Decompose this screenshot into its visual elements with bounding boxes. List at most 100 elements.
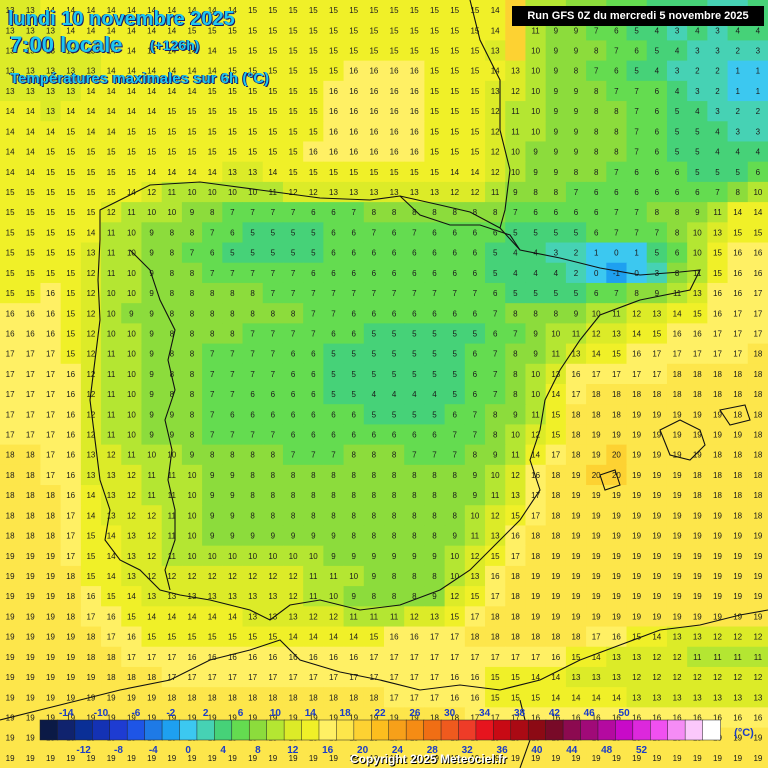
temperature-value: 6 bbox=[574, 208, 579, 217]
temperature-value: 18 bbox=[511, 612, 520, 621]
temperature-value: 5 bbox=[574, 228, 579, 237]
temperature-cell bbox=[323, 141, 345, 163]
temperature-value: 19 bbox=[733, 754, 742, 763]
temperature-cell bbox=[222, 202, 244, 223]
temperature-cell bbox=[262, 0, 284, 21]
temperature-value: 7 bbox=[250, 330, 255, 339]
temperature-value: 6 bbox=[675, 249, 680, 258]
temperature-value: 15 bbox=[430, 107, 439, 116]
temperature-cell bbox=[666, 424, 688, 446]
temperature-value: 10 bbox=[511, 168, 520, 177]
temperature-value: 12 bbox=[329, 612, 338, 621]
temperature-cell bbox=[747, 222, 768, 244]
temperature-value: 19 bbox=[127, 754, 136, 763]
temperature-cell bbox=[181, 545, 203, 567]
temperature-cell bbox=[565, 303, 587, 324]
temperature-cell bbox=[727, 343, 749, 365]
temperature-cell bbox=[60, 40, 82, 62]
temperature-value: 5 bbox=[655, 47, 660, 56]
temperature-value: 11 bbox=[147, 471, 156, 480]
temperature-value: 15 bbox=[430, 168, 439, 177]
temperature-cell bbox=[505, 121, 527, 143]
temperature-value: 16 bbox=[470, 693, 479, 702]
temperature-cell bbox=[262, 464, 284, 486]
temperature-value: 19 bbox=[349, 734, 358, 743]
temperature-cell bbox=[707, 80, 729, 102]
temperature-value: 17 bbox=[693, 350, 702, 359]
temperature-value: 19 bbox=[6, 673, 15, 682]
temperature-cell bbox=[464, 40, 486, 62]
temperature-cell bbox=[646, 141, 668, 163]
temperature-value: 6 bbox=[331, 208, 336, 217]
temperature-cell bbox=[262, 121, 284, 143]
temperature-cell bbox=[424, 424, 446, 446]
temperature-value: 4 bbox=[735, 148, 740, 157]
temperature-value: 6 bbox=[634, 168, 639, 177]
temperature-cell bbox=[545, 424, 567, 446]
temperature-value: 17 bbox=[733, 309, 742, 318]
temperature-value: 6 bbox=[493, 289, 498, 298]
temperature-value: 14 bbox=[26, 127, 35, 136]
temperature-cell bbox=[363, 303, 385, 324]
temperature-value: 13 bbox=[592, 673, 601, 682]
temperature-cell bbox=[606, 363, 628, 385]
temperature-cell bbox=[464, 181, 486, 203]
temperature-value: 19 bbox=[713, 511, 722, 520]
temperature-cell bbox=[646, 60, 668, 82]
temperature-cell bbox=[606, 545, 628, 567]
temperature-cell bbox=[242, 20, 264, 42]
temperature-cell bbox=[40, 80, 62, 102]
temperature-value: 19 bbox=[531, 734, 540, 743]
temperature-value: 6 bbox=[432, 269, 437, 278]
temperature-value: 17 bbox=[511, 552, 520, 561]
temperature-cell bbox=[181, 161, 203, 183]
temperature-value: 10 bbox=[147, 208, 156, 217]
temperature-cell bbox=[606, 485, 628, 506]
temperature-cell bbox=[646, 181, 668, 203]
temperature-cell bbox=[242, 545, 264, 567]
temperature-value: 17 bbox=[369, 673, 378, 682]
temperature-value: 8 bbox=[412, 491, 417, 500]
temperature-cell bbox=[242, 282, 264, 304]
temperature-cell bbox=[485, 343, 506, 365]
temperature-cell bbox=[727, 505, 749, 527]
temperature-cell bbox=[80, 222, 102, 244]
temperature-cell bbox=[384, 282, 405, 304]
temperature-value: 13 bbox=[753, 693, 762, 702]
temperature-value: 3 bbox=[715, 26, 720, 35]
temperature-value: 18 bbox=[733, 390, 742, 399]
temperature-cell bbox=[545, 303, 567, 324]
temperature-cell bbox=[565, 505, 587, 527]
temperature-cell bbox=[565, 181, 587, 203]
temperature-value: 16 bbox=[329, 127, 338, 136]
temperature-value: 12 bbox=[188, 572, 197, 581]
temperature-value: 7 bbox=[372, 289, 377, 298]
temperature-value: 16 bbox=[450, 693, 459, 702]
temperature-cell bbox=[384, 161, 405, 183]
temperature-cell bbox=[666, 343, 688, 365]
temperature-cell bbox=[101, 363, 122, 385]
temperature-cell bbox=[747, 60, 768, 82]
temperature-value: 8 bbox=[513, 390, 518, 399]
temperature-cell bbox=[343, 303, 365, 324]
temperature-cell bbox=[404, 222, 426, 244]
temperature-cell bbox=[687, 262, 708, 284]
temperature-cell bbox=[80, 323, 102, 345]
temperature-cell bbox=[666, 262, 688, 284]
temperature-value: 18 bbox=[551, 633, 560, 642]
temperature-value: 13 bbox=[86, 451, 95, 460]
temperature-value: 17 bbox=[753, 330, 762, 339]
temperature-value: 17 bbox=[632, 370, 641, 379]
temperature-value: 15 bbox=[470, 67, 479, 76]
temperature-cell bbox=[687, 343, 708, 365]
temperature-cell bbox=[121, 60, 143, 82]
temperature-cell bbox=[121, 181, 143, 203]
temperature-cell bbox=[485, 323, 506, 345]
temperature-cell bbox=[646, 161, 668, 183]
temperature-value: 5 bbox=[513, 289, 518, 298]
temperature-cell bbox=[606, 202, 628, 223]
temperature-cell bbox=[687, 444, 708, 466]
temperature-value: 19 bbox=[329, 714, 338, 723]
temperature-value: 19 bbox=[652, 451, 661, 460]
temperature-cell bbox=[384, 323, 405, 345]
